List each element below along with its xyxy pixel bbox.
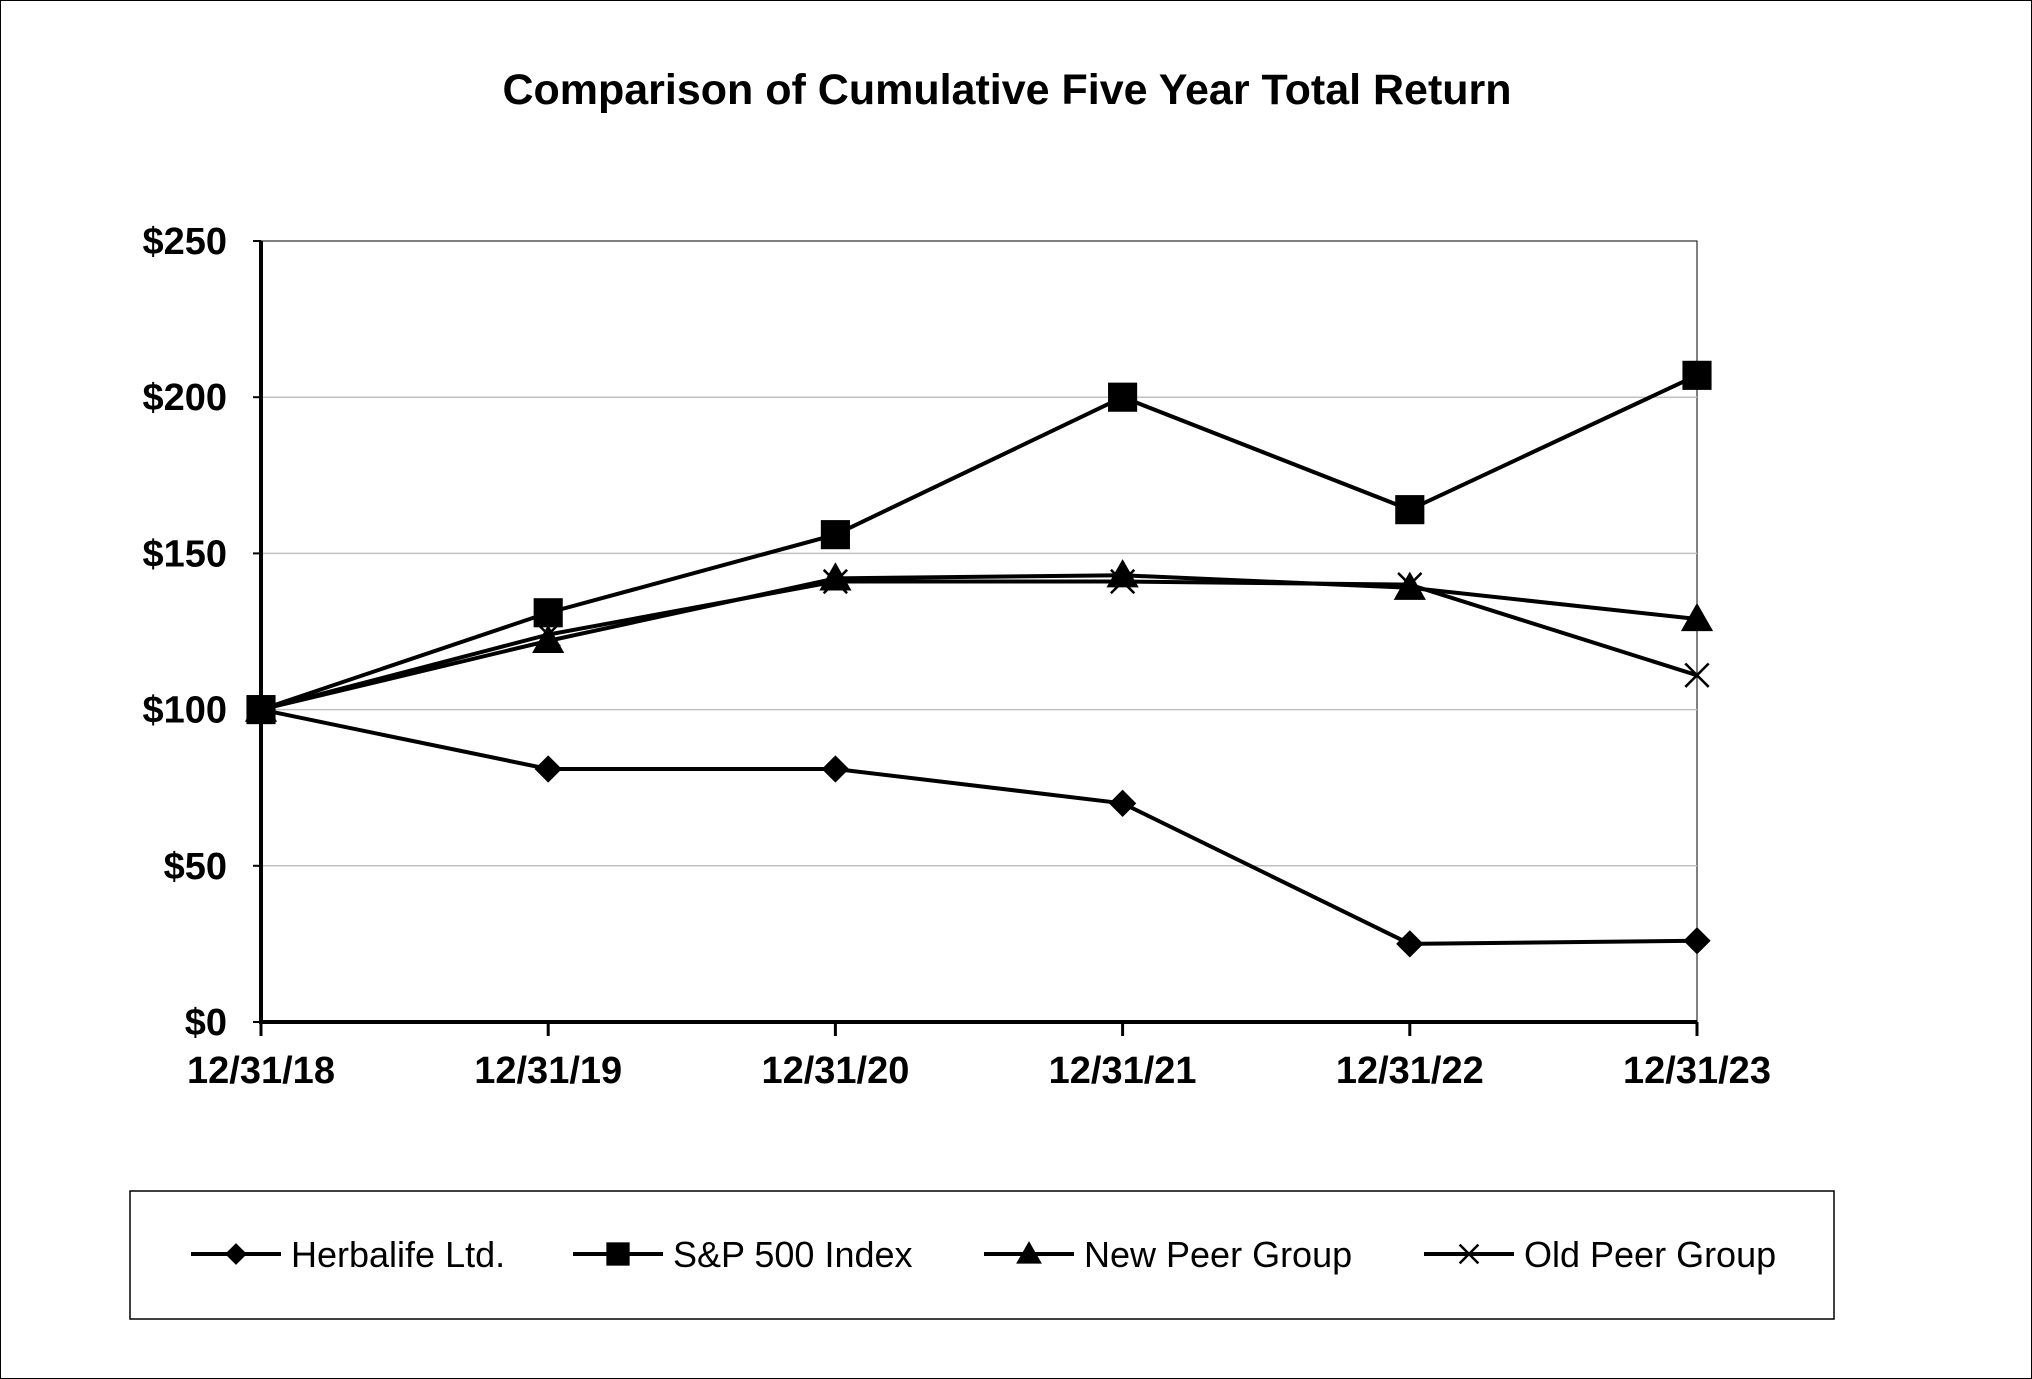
data-point [819, 562, 852, 591]
legend-marker [606, 1242, 630, 1266]
data-point [1106, 559, 1139, 588]
series-line [260, 707, 1698, 946]
data-point [532, 624, 565, 653]
legend-marker [225, 1243, 247, 1265]
data-point [1682, 360, 1712, 390]
series-new-peer-group [244, 559, 1714, 722]
y-tick-label: $100 [142, 690, 227, 732]
legend-label: S&P 500 Index [673, 1234, 913, 1275]
legend-item-new-peer-group: New Peer Group [984, 1234, 1352, 1275]
legend-box [129, 1190, 1835, 1320]
x-tick-label: 12/31/20 [761, 1050, 909, 1092]
series-line [260, 373, 1698, 712]
data-point [1393, 571, 1426, 600]
series-line [260, 579, 1698, 712]
axes: $0 $50 $100 $150 $200 $250 12/31/18 12/31/19 12/… [142, 221, 1771, 1092]
data-point [820, 520, 850, 550]
series-line [260, 573, 1698, 712]
series-herbalife-ltd [247, 695, 1711, 958]
x-tick-label: 12/31/21 [1049, 1050, 1197, 1092]
data-point [534, 755, 562, 783]
data-point [1683, 927, 1711, 955]
y-tick-label: $0 [185, 1002, 227, 1044]
data-point [1396, 930, 1424, 958]
legend-label: New Peer Group [1084, 1234, 1352, 1275]
x-tick-label: 12/31/18 [187, 1050, 335, 1092]
x-tick-label: 12/31/22 [1336, 1050, 1484, 1092]
chart-title: Comparison of Cumulative Five Year Total… [502, 66, 1511, 114]
data-point [533, 598, 563, 628]
y-tick-label: $50 [164, 846, 227, 888]
series-old-peer-group [248, 568, 1710, 723]
data-point [1108, 789, 1137, 817]
plot-area [260, 240, 1698, 1023]
x-marker-stroke [1684, 662, 1710, 688]
x-marker-stroke [1458, 1243, 1480, 1265]
x-tick-label: 12/31/23 [1623, 1050, 1771, 1092]
legend: Herbalife Ltd. S&P 500 Index New Peer Grou… [129, 1190, 1835, 1320]
y-tick-label: $200 [142, 377, 227, 419]
legend-item-herbalife-ltd: Herbalife Ltd. [191, 1234, 505, 1275]
data-point [821, 755, 850, 783]
data-point [247, 695, 275, 724]
y-tick-label: $150 [142, 533, 227, 575]
data-point [1108, 382, 1138, 412]
legend-item-old-peer-group: Old Peer Group [1424, 1234, 1776, 1275]
legend-item-s-p-500-index: S&P 500 Index [573, 1234, 913, 1275]
legend-marker [1458, 1243, 1480, 1265]
legend-label: Old Peer Group [1524, 1234, 1776, 1275]
series-lines [244, 360, 1714, 958]
x-tick-label: 12/31/19 [474, 1050, 622, 1092]
legend-label: Herbalife Ltd. [291, 1234, 505, 1275]
legend-marker [1016, 1241, 1042, 1264]
y-tick-label: $250 [142, 221, 227, 263]
data-point [1684, 662, 1710, 688]
data-point [1395, 495, 1425, 525]
grid-lines [260, 240, 1698, 1023]
series-s-p-500-index [246, 360, 1712, 725]
data-point [1680, 602, 1714, 632]
